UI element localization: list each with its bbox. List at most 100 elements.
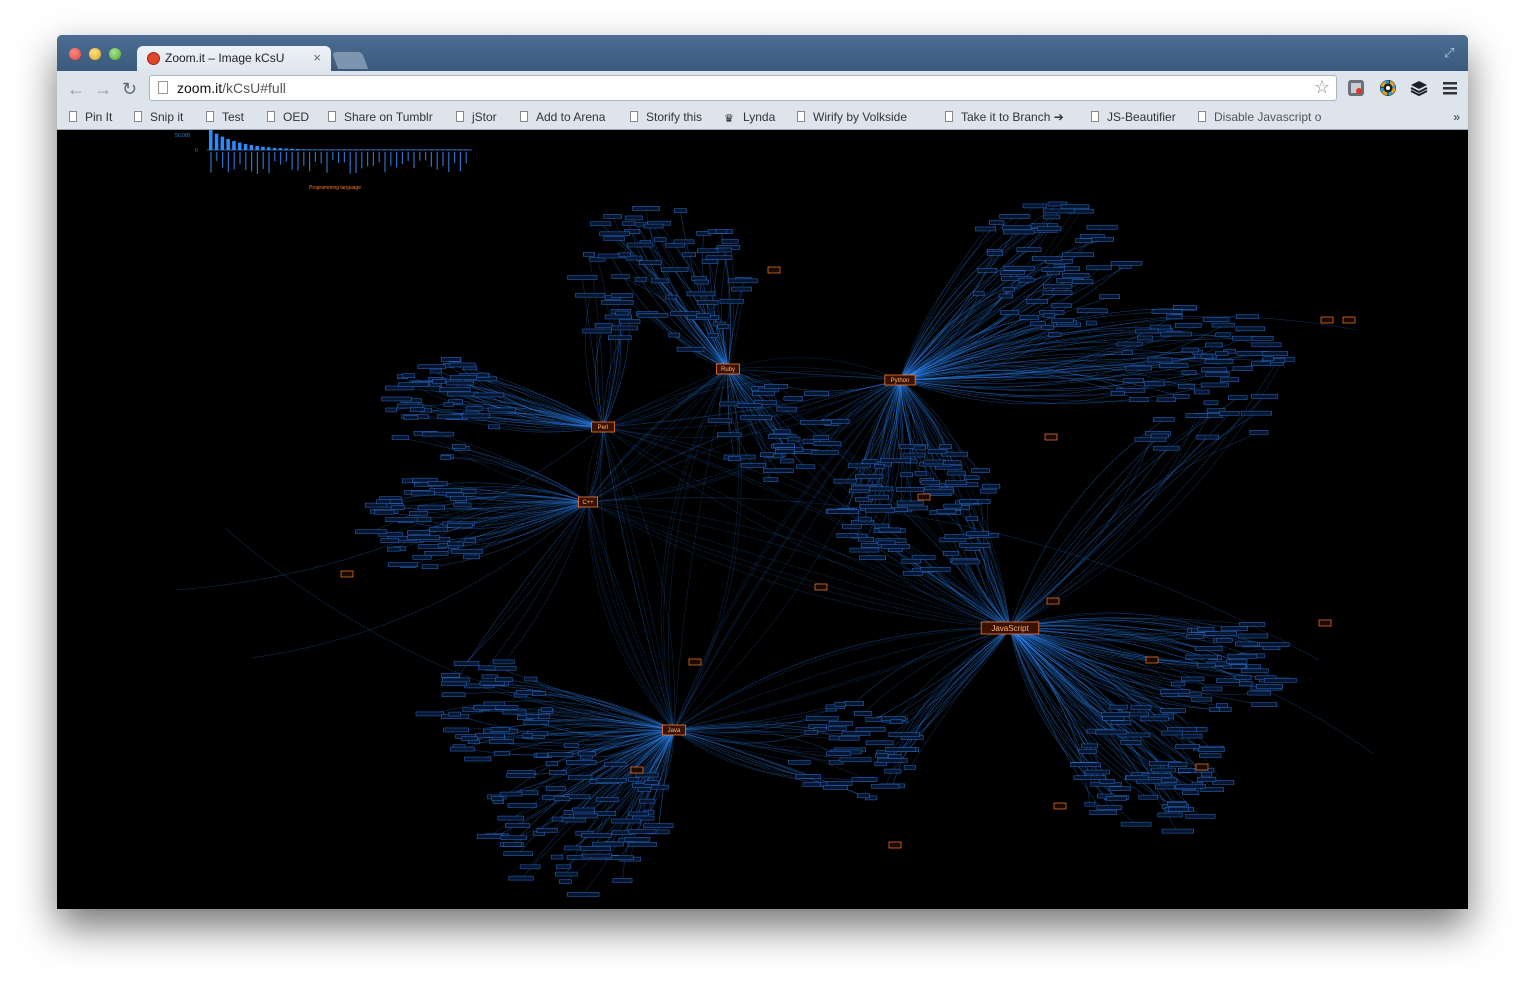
tab-close-icon[interactable]: × [313,50,321,65]
graph-edge [890,540,1011,629]
graph-node [1161,828,1194,834]
graph-edge [896,379,907,476]
graph-edge [1009,437,1208,629]
graph-node [603,214,622,219]
graph-node [1123,378,1144,383]
graph-node [759,452,774,457]
bookmark-item[interactable]: Take it to Branch ➔ [945,110,1064,124]
zoom-window-button[interactable] [109,48,121,60]
graph-edge [587,379,901,503]
bookmark-item[interactable]: Snip it [134,110,183,124]
bookmark-item[interactable]: Test [206,110,244,124]
extension-colorwheel-icon[interactable] [1379,79,1397,97]
bookmark-item[interactable]: JS-Beautifier [1091,110,1176,124]
graph-edge [899,266,1126,381]
graph-node [716,432,742,438]
network-graph-image[interactable]: Ruby Python JavaScript Java C++ Perl 50,000 0… [57,130,1468,909]
fullscreen-icon[interactable]: ⤢ [1444,45,1455,60]
graph-node [432,379,446,384]
graph-edge [904,627,1011,736]
graph-edge [1009,627,1181,696]
graph-edge [1009,627,1205,771]
graph-edge [1009,627,1138,779]
graph-edge [499,718,675,731]
bookmarks-overflow-icon[interactable]: » [1453,110,1460,124]
graph-node [923,489,954,495]
address-bar[interactable]: zoom.it/kCsU#full ☆ [149,75,1337,101]
graph-edge [981,502,1011,629]
minimize-window-button[interactable] [89,48,101,60]
menu-icon[interactable] [1441,79,1459,97]
graph-node [492,659,515,665]
bookmark-item[interactable]: Storify this [630,110,702,124]
bookmark-star-icon[interactable]: ☆ [1313,77,1330,97]
graph-edge [673,627,1011,731]
graph-edge [698,279,729,370]
page-icon [945,111,953,122]
graph-hub-label: Java [668,728,681,734]
graph-edge [727,368,779,437]
bookmark-item[interactable]: Share on Tumblr [328,110,433,124]
graph-node [865,740,894,746]
graph-node [767,434,797,439]
graph-edge [1009,627,1086,766]
graph-edge [899,379,921,449]
graph-node [473,392,505,398]
graph-node [441,672,461,678]
graph-node [941,451,968,457]
graph-node [417,505,445,511]
graph-node [453,502,472,508]
graph-node [1143,381,1165,387]
graph-edge [1009,627,1110,809]
graph-node [638,260,662,265]
graph-node [1129,397,1149,403]
graph-node [1120,739,1142,745]
arrow-right-icon[interactable]: → [94,79,112,99]
zoom-image-viewer[interactable]: Ruby Python JavaScript Java C++ Perl 50,000 0… [57,130,1468,909]
graph-node [966,516,978,521]
bookmark-item[interactable]: Wirify by Volkside [797,110,907,124]
graph-edge [1009,618,1253,629]
graph-edge [1009,396,1265,629]
bookmark-item[interactable]: Disable Javascript o [1198,110,1321,124]
graph-edge [820,379,901,439]
bookmark-item[interactable]: jStor [456,110,497,124]
graph-edge [410,481,589,504]
graph-edge [455,501,589,545]
graph-node [836,533,858,538]
graph-node [1071,279,1094,284]
graph-node [1130,705,1152,710]
new-tab-button[interactable] [331,52,369,69]
graph-edge [437,482,589,503]
graph-node [902,452,926,458]
extension-screenshot-icon[interactable] [1347,79,1365,97]
graph-edge [587,368,729,503]
graph-edge [510,729,675,795]
graph-node [776,406,797,412]
bookmark-item[interactable]: OED [267,110,309,124]
graph-node [973,291,985,297]
graph-edge [403,501,589,566]
bookmark-item[interactable]: ♛ Lynda [724,110,776,125]
arrow-left-icon[interactable]: ← [67,79,85,99]
graph-node [582,853,613,859]
graph-node [476,372,490,378]
graph-node [1215,351,1229,356]
tab-active[interactable]: Zoom.it – Image kCsU × [137,46,331,71]
graph-node [487,407,516,413]
graph-node [1185,654,1218,660]
graph-edge [1009,627,1179,810]
bookmark-item[interactable]: Pin It [69,110,112,124]
close-window-button[interactable] [69,48,81,60]
graph-node [536,828,558,833]
graph-node [497,815,524,821]
reload-icon[interactable]: ↻ [122,79,138,99]
graph-edge [1009,627,1178,806]
extension-layers-icon[interactable] [1410,79,1428,97]
graph-edge [1009,620,1247,645]
graph-edge [899,286,1058,381]
graph-edge [428,484,589,503]
bookmark-item[interactable]: Add to Arena [520,110,605,124]
graph-edge [1009,419,1165,629]
graph-edge [899,227,1103,381]
